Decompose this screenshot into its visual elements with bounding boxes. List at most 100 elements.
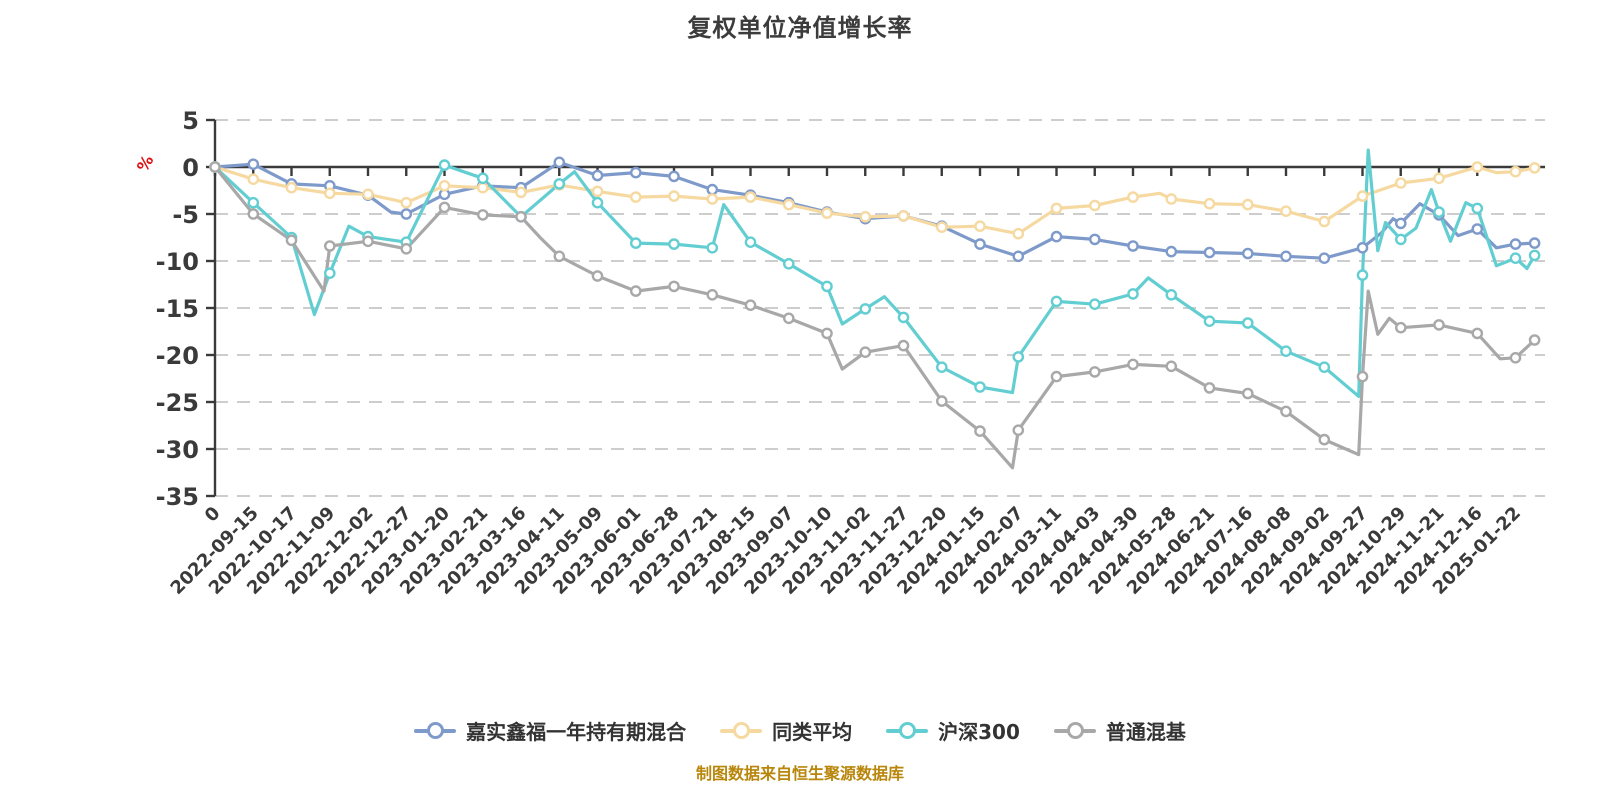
y-axis-unit-label: % xyxy=(133,152,157,175)
data-point-marker-ordinary-mixed-fund xyxy=(247,208,260,220)
legend-marker-circle xyxy=(899,722,917,739)
data-point-marker-jiashi-xinfu-fund xyxy=(1012,250,1025,263)
data-point-marker-csi300 xyxy=(1471,202,1484,215)
data-point-marker-peer-average xyxy=(362,188,374,201)
data-point-marker-peer-average xyxy=(1127,191,1139,203)
data-point-marker-csi300 xyxy=(247,196,260,209)
data-point-marker-csi300 xyxy=(744,236,757,248)
data-point-marker-csi300 xyxy=(1012,351,1025,363)
data-point-marker-csi300 xyxy=(1433,206,1445,218)
legend-item-fund[interactable]: 嘉实鑫福一年持有期混合 xyxy=(414,716,686,745)
data-point-marker-peer-average xyxy=(1509,165,1522,178)
series-line-peer-average xyxy=(213,165,1537,236)
data-point-marker-peer-average xyxy=(936,221,948,233)
data-point-marker-ordinary-mixed-fund xyxy=(285,234,298,247)
y-tick-label: 5 xyxy=(182,107,199,135)
chart-title: 复权单位净值增长率 xyxy=(687,14,913,42)
data-point-marker-csi300 xyxy=(1395,233,1407,246)
legend-item-label: 同类平均 xyxy=(772,720,853,744)
data-point-marker-ordinary-mixed-fund xyxy=(1509,351,1522,364)
data-point-marker-ordinary-mixed-fund xyxy=(821,327,833,340)
series-line-csi300 xyxy=(213,148,1537,398)
data-point-marker-csi300 xyxy=(1242,317,1254,329)
y-tick-label: -10 xyxy=(156,248,199,276)
data-point-marker-ordinary-mixed-fund xyxy=(1012,424,1025,437)
y-tick-label: -30 xyxy=(156,436,199,464)
y-tick-label: 0 xyxy=(182,154,199,182)
data-point-marker-ordinary-mixed-fund xyxy=(1395,321,1407,334)
data-point-marker-jiashi-xinfu-fund xyxy=(1089,233,1101,246)
data-point-marker-peer-average xyxy=(438,179,451,192)
data-point-marker-csi300 xyxy=(1318,361,1331,374)
data-point-marker-ordinary-mixed-fund xyxy=(362,235,374,248)
data-point-marker-csi300 xyxy=(1203,315,1216,328)
data-point-marker-jiashi-xinfu-fund xyxy=(1318,252,1331,265)
data-point-marker-csi300 xyxy=(706,241,719,254)
data-point-marker-ordinary-mixed-fund xyxy=(438,201,451,214)
data-point-marker-peer-average xyxy=(1089,199,1101,212)
data-point-marker-peer-average xyxy=(744,191,757,203)
data-point-marker-csi300 xyxy=(821,280,833,293)
data-point-marker-ordinary-mixed-fund xyxy=(1433,319,1445,331)
data-point-marker-peer-average xyxy=(1050,202,1063,215)
data-point-marker-csi300 xyxy=(323,267,336,280)
data-point-marker-csi300 xyxy=(630,237,642,249)
data-point-marker-jiashi-xinfu-fund xyxy=(668,170,680,183)
data-point-marker-jiashi-xinfu-fund xyxy=(1127,240,1139,252)
data-point-marker-ordinary-mixed-fund xyxy=(630,285,642,297)
data-point-marker-jiashi-xinfu-fund xyxy=(1395,217,1407,230)
data-point-marker-ordinary-mixed-fund xyxy=(1242,387,1254,400)
data-point-marker-peer-average xyxy=(859,210,872,223)
data-point-marker-ordinary-mixed-fund xyxy=(668,280,680,293)
data-point-marker-peer-average xyxy=(821,207,833,219)
data-point-marker-csi300 xyxy=(974,381,986,393)
data-point-marker-csi300 xyxy=(1509,252,1522,265)
data-point-marker-peer-average xyxy=(400,196,413,209)
legend-item-csi300[interactable]: 沪深300 xyxy=(886,716,1020,745)
data-point-marker-csi300 xyxy=(1127,288,1139,300)
data-point-marker-csi300 xyxy=(897,311,910,324)
data-point-marker-ordinary-mixed-fund xyxy=(936,395,948,407)
data-point-marker-peer-average xyxy=(323,187,336,200)
data-point-marker-csi300 xyxy=(1050,295,1063,308)
data-point-marker-peer-average xyxy=(1395,177,1407,189)
data-point-marker-peer-average xyxy=(1356,190,1369,202)
data-point-marker-peer-average xyxy=(285,181,298,194)
data-point-marker-ordinary-mixed-fund xyxy=(1165,360,1178,373)
legend-line-marker-icon xyxy=(1053,722,1096,739)
y-tick-label: -20 xyxy=(156,342,199,370)
data-point-marker-jiashi-xinfu-fund xyxy=(1528,237,1541,249)
data-point-marker-peer-average xyxy=(706,193,719,205)
data-point-marker-csi300 xyxy=(591,196,604,209)
data-point-marker-ordinary-mixed-fund xyxy=(323,240,336,252)
chart-legend: 嘉实鑫福一年持有期混合 同类平均 沪深300 普通混基 xyxy=(0,716,1600,745)
y-tick-label: -5 xyxy=(172,201,199,229)
data-point-marker-peer-average xyxy=(1528,162,1541,174)
data-point-marker-peer-average xyxy=(668,190,680,202)
data-point-marker-peer-average xyxy=(1280,205,1292,217)
data-point-marker-csi300 xyxy=(476,172,489,185)
legend-item-ordinary-mixed[interactable]: 普通混基 xyxy=(1053,716,1186,745)
data-point-marker-csi300 xyxy=(783,257,795,270)
legend-item-label: 沪深300 xyxy=(938,720,1020,744)
data-point-marker-csi300 xyxy=(859,303,872,315)
data-point-marker-csi300 xyxy=(438,159,451,171)
data-point-marker-ordinary-mixed-fund xyxy=(783,312,795,325)
data-point-marker-jiashi-xinfu-fund xyxy=(400,208,413,220)
data-point-marker-peer-average xyxy=(1318,215,1331,228)
legend-line-marker-icon xyxy=(414,722,457,739)
data-point-marker-jiashi-xinfu-fund xyxy=(974,238,986,250)
data-point-marker-ordinary-mixed-fund xyxy=(1471,327,1484,340)
legend-line-marker-icon xyxy=(720,722,763,739)
legend-marker-circle xyxy=(427,722,445,739)
data-point-marker-ordinary-mixed-fund xyxy=(400,242,413,255)
data-point-marker-ordinary-mixed-fund xyxy=(209,161,221,173)
data-point-marker-ordinary-mixed-fund xyxy=(1318,433,1331,446)
data-point-marker-jiashi-xinfu-fund xyxy=(1280,250,1292,263)
data-point-marker-csi300 xyxy=(1280,345,1292,358)
data-point-marker-ordinary-mixed-fund xyxy=(1280,405,1292,418)
data-point-marker-peer-average xyxy=(783,198,795,211)
data-point-marker-peer-average xyxy=(630,191,642,203)
legend-item-peer-average[interactable]: 同类平均 xyxy=(720,716,852,745)
